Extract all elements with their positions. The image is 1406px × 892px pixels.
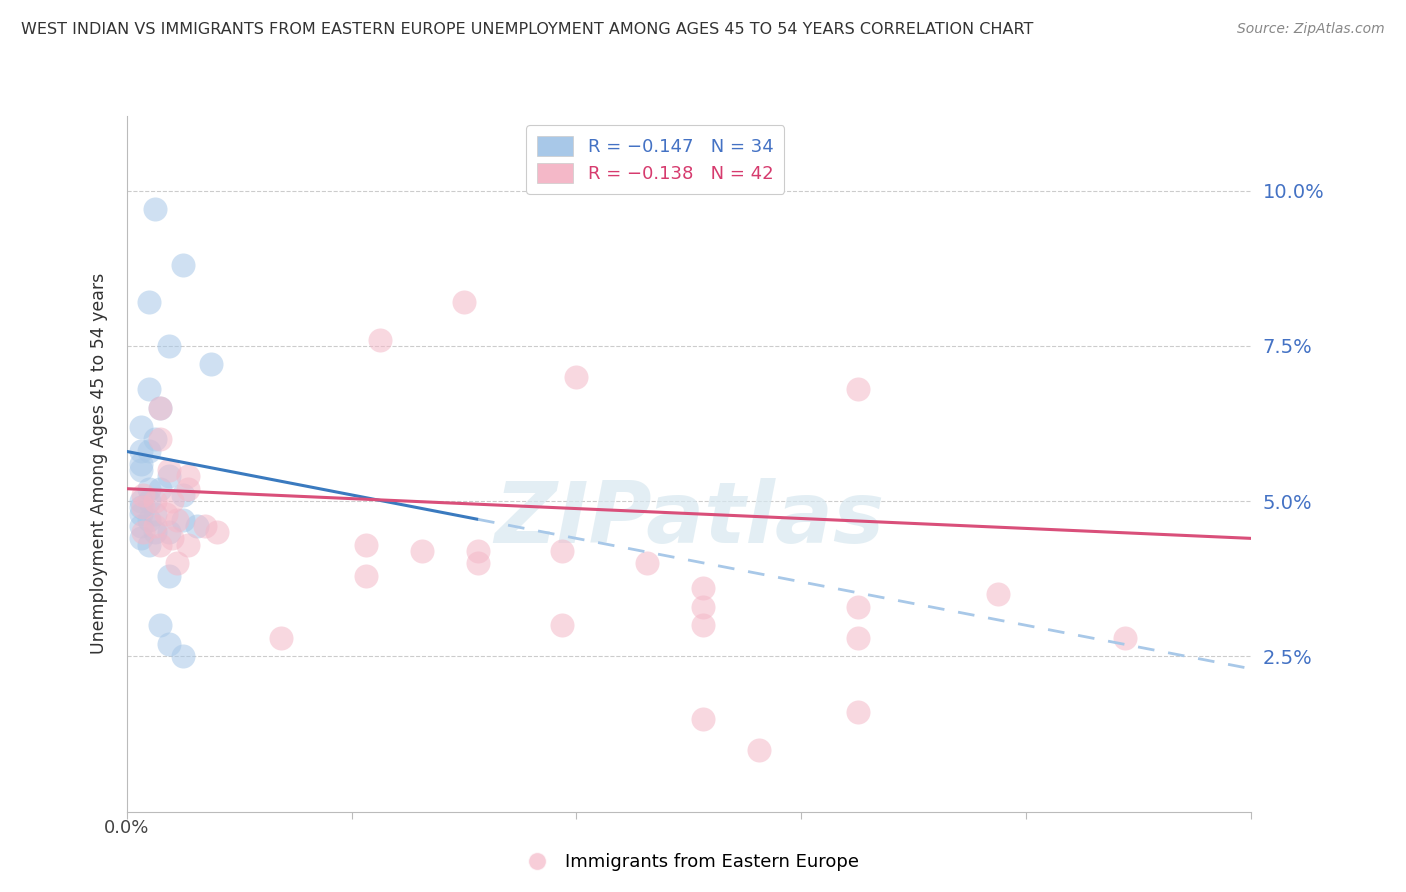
Point (354, 538, 377, 552)
Point (132, 500, 155, 515)
Point (129, 507, 152, 521)
Point (129, 494, 152, 508)
Point (129, 457, 152, 471)
Point (129, 463, 152, 477)
Text: WEST INDIAN VS IMMIGRANTS FROM EASTERN EUROPE UNEMPLOYMENT AMONG AGES 45 TO 54 Y: WEST INDIAN VS IMMIGRANTS FROM EASTERN E… (21, 22, 1033, 37)
Point (138, 513, 160, 527)
Point (129, 444, 152, 458)
Point (143, 432, 166, 446)
Legend: R = −0.147   N = 34, R = −0.138   N = 42: R = −0.147 N = 34, R = −0.138 N = 42 (526, 125, 785, 194)
Point (692, 618, 714, 632)
Point (172, 258, 194, 272)
Point (467, 556, 489, 570)
Point (205, 525, 228, 540)
Point (157, 463, 180, 477)
Point (636, 556, 658, 570)
Point (138, 295, 160, 310)
Point (129, 519, 152, 533)
Point (143, 507, 166, 521)
Point (138, 538, 160, 552)
Point (186, 519, 208, 533)
Point (155, 507, 177, 521)
Point (467, 543, 489, 558)
Point (200, 358, 222, 372)
Point (172, 488, 194, 502)
Point (692, 599, 714, 614)
Point (160, 494, 183, 508)
Point (692, 712, 714, 726)
Point (157, 525, 180, 540)
Point (143, 494, 166, 508)
Point (149, 538, 172, 552)
Point (846, 706, 869, 720)
Point (748, 742, 770, 756)
Point (129, 419, 152, 434)
Point (453, 295, 475, 310)
Point (138, 494, 160, 508)
Point (177, 538, 200, 552)
Point (354, 568, 377, 582)
Point (987, 587, 1010, 601)
Point (132, 488, 155, 502)
Point (157, 469, 180, 483)
Point (172, 513, 194, 527)
Point (166, 513, 188, 527)
Point (132, 525, 155, 540)
Point (138, 444, 160, 458)
Point (551, 618, 574, 632)
Point (157, 637, 180, 651)
Point (143, 202, 166, 216)
Point (411, 543, 433, 558)
Point (138, 382, 160, 396)
Point (157, 339, 180, 353)
Point (270, 631, 292, 645)
Point (149, 401, 172, 415)
Point (177, 469, 200, 483)
Point (160, 532, 183, 546)
Point (551, 543, 574, 558)
Point (149, 618, 172, 632)
Point (846, 599, 869, 614)
Point (846, 631, 869, 645)
Y-axis label: Unemployment Among Ages 45 to 54 years: Unemployment Among Ages 45 to 54 years (90, 273, 108, 655)
Text: Source: ZipAtlas.com: Source: ZipAtlas.com (1237, 22, 1385, 37)
Point (172, 649, 194, 664)
Text: 0.0%: 0.0% (104, 819, 149, 837)
Point (846, 382, 869, 396)
Text: ZIPatlas: ZIPatlas (494, 478, 884, 561)
Point (177, 482, 200, 496)
Point (129, 532, 152, 546)
Point (692, 581, 714, 595)
Point (194, 519, 217, 533)
Point (368, 333, 391, 347)
Point (157, 568, 180, 582)
Legend: Immigrants from Eastern Europe: Immigrants from Eastern Europe (512, 847, 866, 879)
Point (138, 482, 160, 496)
Point (149, 432, 172, 446)
Point (143, 525, 166, 540)
Point (149, 401, 172, 415)
Point (166, 556, 188, 570)
Point (129, 500, 152, 515)
Point (565, 369, 588, 384)
Point (143, 519, 166, 533)
Point (149, 482, 172, 496)
Point (1114, 631, 1136, 645)
